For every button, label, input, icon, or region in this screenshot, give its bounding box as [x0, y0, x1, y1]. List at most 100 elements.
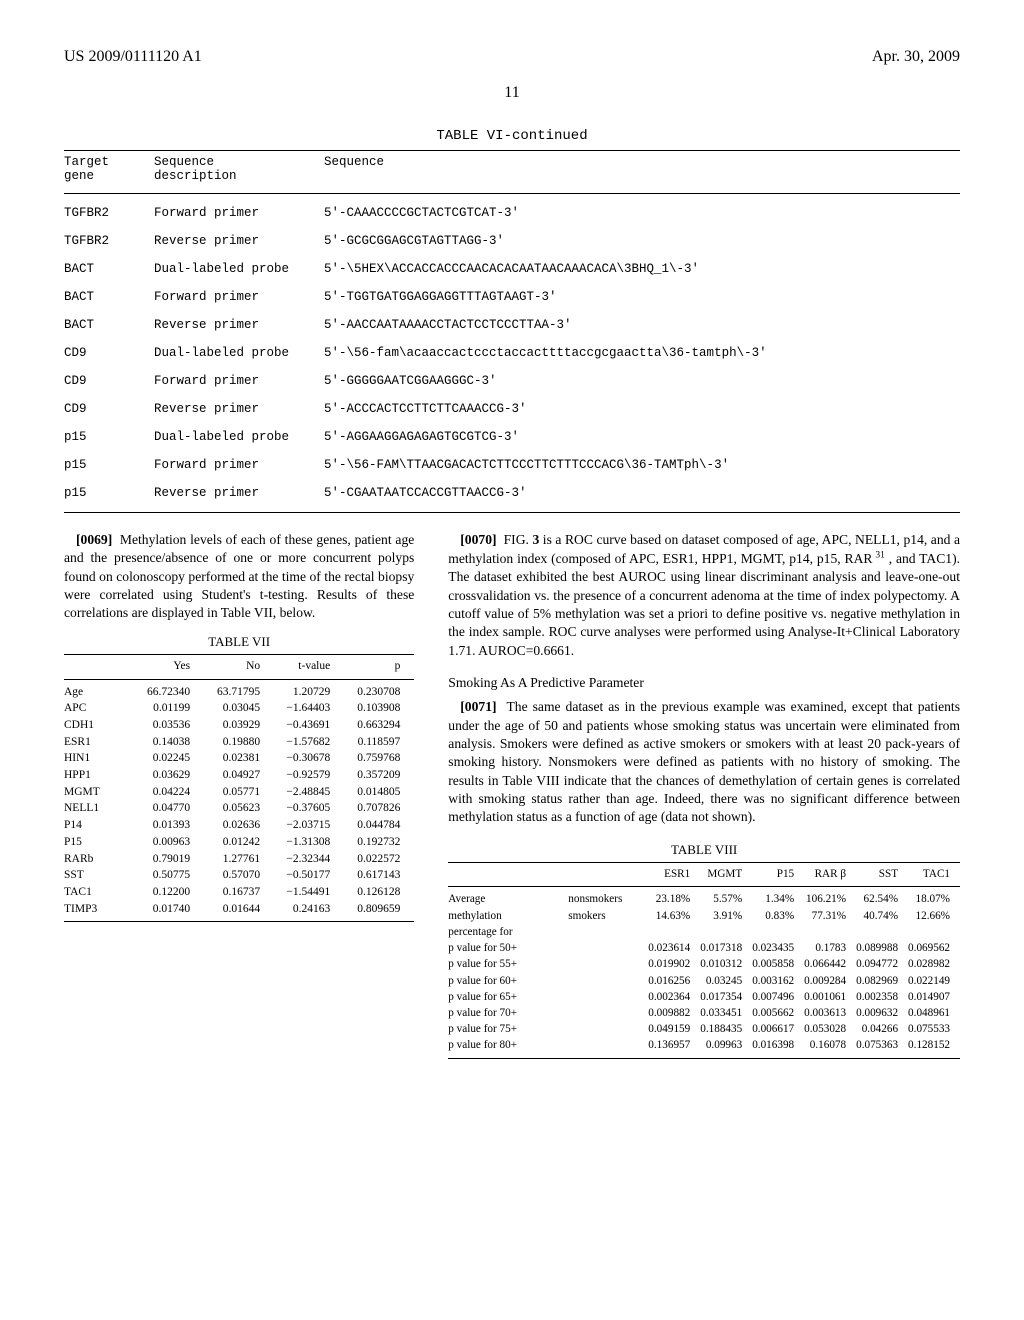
paragraph-0071: [0071] The same dataset as in the previo… — [448, 698, 960, 826]
t7-no: 0.57070 — [204, 867, 274, 884]
t7-p: 0.357209 — [344, 767, 414, 784]
t7-label: HIN1 — [64, 750, 134, 767]
t8-val: 0.03245 — [700, 973, 752, 989]
t8-val: 0.033451 — [700, 1005, 752, 1021]
table6-row: CD9Dual-labeled probe5'-\56-fam\acaaccac… — [64, 346, 960, 360]
t7-label: TIMP3 — [64, 901, 134, 918]
t8-val: 0.017354 — [700, 989, 752, 1005]
t7-yes: 0.01393 — [134, 817, 204, 834]
t7-yes: 0.79019 — [134, 851, 204, 868]
smoking-heading: Smoking As A Predictive Parameter — [448, 674, 960, 692]
t7-t: −2.32344 — [274, 851, 344, 868]
t7-no: 0.01644 — [204, 901, 274, 918]
t8-val: 0.023614 — [648, 940, 700, 956]
t8-val: 0.128152 — [908, 1037, 960, 1053]
t6-seq: 5'-\56-FAM\TTAACGACACTCTTCCCTTCTTTCCCACG… — [324, 458, 960, 472]
t7-label: RARb — [64, 851, 134, 868]
t7-no: 0.16737 — [204, 884, 274, 901]
table8-body: Averagenonsmokers23.18%5.57%1.34%106.21%… — [448, 887, 960, 1057]
t8-val: 0.016398 — [752, 1037, 804, 1053]
t7-no: 0.19880 — [204, 734, 274, 751]
para-num: [0069] — [76, 532, 112, 547]
t7-h1: Yes — [134, 659, 204, 675]
t7-p: 0.663294 — [344, 717, 414, 734]
t7-label: SST — [64, 867, 134, 884]
t8-plabel: p value for 75+ — [448, 1021, 568, 1037]
t8-val: 77.31% — [804, 908, 856, 924]
t8-h6: TAC1 — [908, 867, 960, 882]
t8-val: 0.002364 — [648, 989, 700, 1005]
t7-no: 0.02636 — [204, 817, 274, 834]
t8-val: 0.019902 — [648, 956, 700, 972]
t8-val: 0.003613 — [804, 1005, 856, 1021]
t8-val: 0.053028 — [804, 1021, 856, 1037]
t8-val: 0.082969 — [856, 973, 908, 989]
t8-subgroup: smokers — [568, 908, 648, 924]
t7-no: 0.01242 — [204, 834, 274, 851]
t6-desc: Forward primer — [154, 458, 324, 472]
table6-row: p15Forward primer5'-\56-FAM\TTAACGACACTC… — [64, 458, 960, 472]
table7-row: NELL10.047700.05623−0.376050.707826 — [64, 800, 414, 817]
table6-h2: Sequence description — [154, 155, 324, 183]
t7-t: −0.37605 — [274, 800, 344, 817]
table8-wrap: TABLE VIII ESR1 MGMT P15 RAR β SST TAC1 … — [448, 841, 960, 1059]
t8-val: 0.006617 — [752, 1021, 804, 1037]
table8-row: p value for 50+0.0236140.0173180.0234350… — [448, 940, 960, 956]
t7-label: MGMT — [64, 784, 134, 801]
t8-group-label: Average — [448, 891, 568, 907]
para-num: [0071] — [460, 699, 496, 714]
publication-date: Apr. 30, 2009 — [872, 48, 960, 66]
t7-h2: No — [204, 659, 274, 675]
t7-yes: 0.04770 — [134, 800, 204, 817]
table7-header: Yes No t-value p — [64, 655, 414, 680]
t8-plabel: p value for 65+ — [448, 989, 568, 1005]
table7-title: TABLE VII — [64, 633, 414, 651]
table6: Target gene Sequence description Sequenc… — [64, 150, 960, 513]
table8-row: p value for 60+0.0162560.032450.0031620.… — [448, 973, 960, 989]
t7-yes: 0.50775 — [134, 867, 204, 884]
table7-row: HPP10.036290.04927−0.925790.357209 — [64, 767, 414, 784]
t6-gene: TGFBR2 — [64, 234, 154, 248]
table7-row: SST0.507750.57070−0.501770.617143 — [64, 867, 414, 884]
t8-h3: P15 — [752, 867, 804, 882]
t6-seq: 5'-CGAATAATCCACCGTTAACCG-3' — [324, 486, 960, 500]
t8-val: 0.014907 — [908, 989, 960, 1005]
t8-val: 0.16078 — [804, 1037, 856, 1053]
para-num: [0070] — [460, 532, 496, 547]
t8-val: 0.002358 — [856, 989, 908, 1005]
t8-val: 3.91% — [700, 908, 752, 924]
t8-h2: MGMT — [700, 867, 752, 882]
para71-text: The same dataset as in the previous exam… — [448, 699, 960, 824]
t8-val: 0.049159 — [648, 1021, 700, 1037]
t7-label: APC — [64, 700, 134, 717]
t7-t: −0.92579 — [274, 767, 344, 784]
t7-t: −1.31308 — [274, 834, 344, 851]
t8-val: 62.54% — [856, 891, 908, 907]
t6-gene: p15 — [64, 458, 154, 472]
t6-desc: Reverse primer — [154, 234, 324, 248]
t8-h-blank2 — [568, 867, 648, 882]
table8-row: p value for 80+0.1369570.099630.0163980.… — [448, 1037, 960, 1053]
table7-row: APC0.011990.03045−1.644030.103908 — [64, 700, 414, 717]
t7-t: −0.50177 — [274, 867, 344, 884]
paragraph-0069: [0069] Methylation levels of each of the… — [64, 531, 414, 623]
t8-val: 0.005858 — [752, 956, 804, 972]
t7-t: −2.48845 — [274, 784, 344, 801]
t7-p: 0.044784 — [344, 817, 414, 834]
t8-subgroup: nonsmokers — [568, 891, 648, 907]
table8-row: percentage for — [448, 924, 960, 940]
t7-p: 0.014805 — [344, 784, 414, 801]
page-number: 11 — [64, 84, 960, 102]
t6-desc: Reverse primer — [154, 486, 324, 500]
t7-yes: 0.14038 — [134, 734, 204, 751]
t6-gene: CD9 — [64, 402, 154, 416]
table8-row: p value for 75+0.0491590.1884350.0066170… — [448, 1021, 960, 1037]
table7-row: ESR10.140380.19880−1.576820.118597 — [64, 734, 414, 751]
t6-gene: p15 — [64, 430, 154, 444]
t8-val: 5.57% — [700, 891, 752, 907]
t6-gene: BACT — [64, 318, 154, 332]
t8-val: 0.089988 — [856, 940, 908, 956]
table7-row: P140.013930.02636−2.037150.044784 — [64, 817, 414, 834]
t6-gene: CD9 — [64, 374, 154, 388]
t6-seq: 5'-CAAACCCCGCTACTCGTCAT-3' — [324, 206, 960, 220]
